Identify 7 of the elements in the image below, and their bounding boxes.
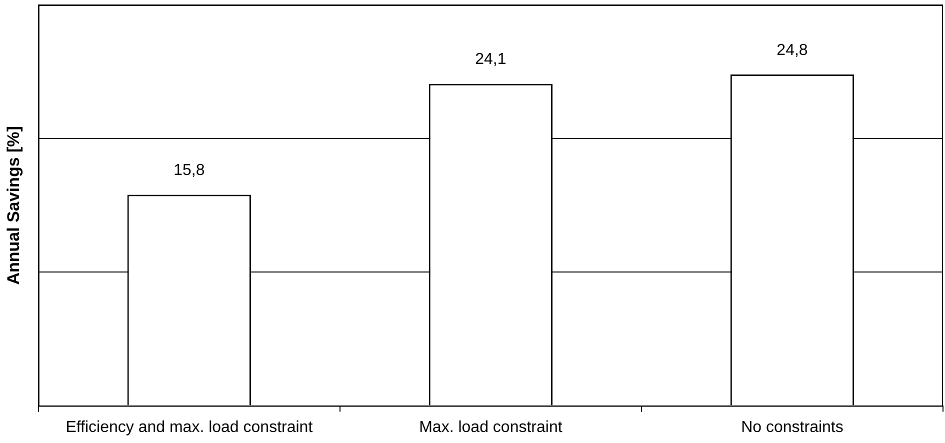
data-label: 24,1 — [475, 51, 506, 68]
x-tick-label: Max. load constraint — [419, 418, 563, 436]
y-axis-title: Annual Savings [%] — [4, 126, 23, 285]
x-tick-label: Efficiency and max. load constraint — [66, 418, 314, 436]
data-label: 24,8 — [776, 42, 808, 59]
data-label: 15,8 — [174, 162, 205, 180]
x-tick-label: No constraints — [741, 418, 844, 436]
